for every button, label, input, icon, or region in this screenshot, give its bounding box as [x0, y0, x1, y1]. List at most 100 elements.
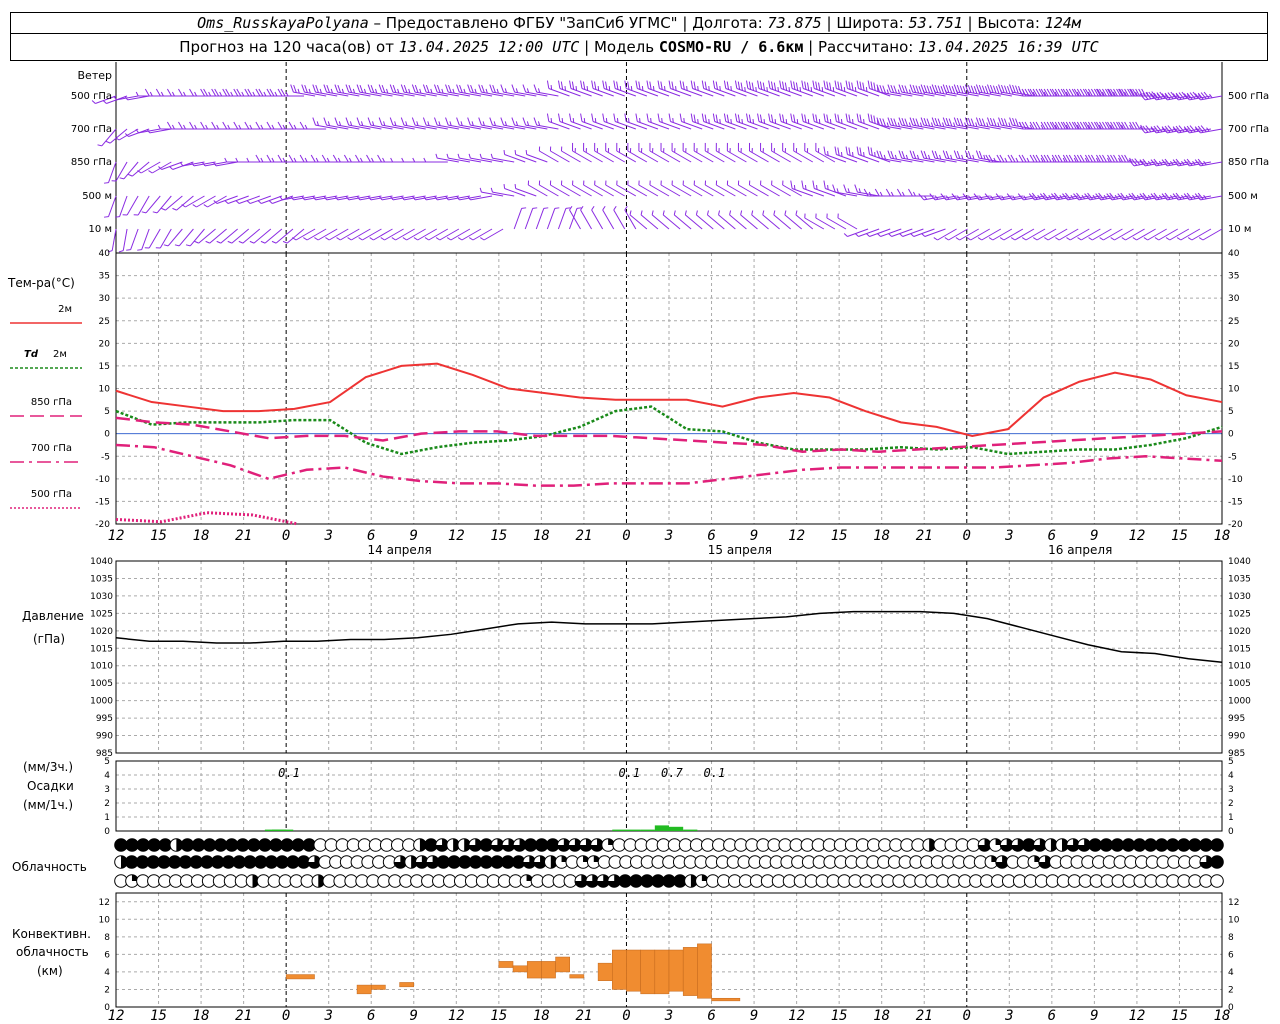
cloud-full	[1210, 855, 1224, 869]
barb-full	[1108, 88, 1113, 97]
wind-barb	[1039, 192, 1068, 201]
computed-value: 13.04.2025 16:39 UTC	[918, 38, 1099, 56]
barb-full	[978, 150, 983, 159]
barb-full	[1060, 88, 1066, 97]
barb-half	[293, 157, 297, 163]
barb-staff	[108, 195, 117, 217]
barb-full	[236, 88, 242, 97]
barb-full	[879, 150, 884, 159]
wind-barb	[489, 117, 515, 130]
pressure-unit: (гПа)	[33, 632, 65, 646]
barb-staff	[913, 228, 935, 237]
barb-staff	[1056, 195, 1079, 201]
barb-half	[235, 157, 239, 163]
barb-full	[920, 84, 925, 93]
conv-tick-right: 2	[1228, 985, 1234, 995]
cloud-cell	[167, 855, 182, 869]
barb-half	[899, 233, 904, 237]
barb-full	[312, 84, 317, 93]
barb-full	[422, 117, 427, 126]
wind-barb	[457, 228, 482, 241]
barb-half	[1198, 237, 1204, 241]
cloud-cell	[1066, 838, 1080, 852]
barb-staff	[524, 208, 534, 230]
barb-full	[1186, 92, 1193, 100]
barb-staff	[890, 124, 913, 130]
barb-full	[1102, 88, 1107, 97]
barb-full	[189, 121, 194, 130]
barb-half	[966, 237, 971, 241]
barb-staff	[760, 150, 780, 163]
wind-barb	[411, 117, 437, 130]
barb-half	[554, 207, 560, 209]
barb-staff	[1069, 228, 1090, 241]
barb-full	[898, 84, 903, 93]
barb-half	[695, 210, 698, 215]
wind-barb	[671, 180, 692, 197]
cloud-cell	[264, 855, 279, 869]
barb-half	[977, 237, 983, 241]
barb-full	[726, 142, 728, 152]
cloud-cell	[146, 855, 161, 869]
barb-staff	[1133, 161, 1156, 167]
cloud-cell	[1038, 855, 1052, 869]
wind-barb	[213, 195, 238, 204]
barb-half	[1124, 91, 1127, 97]
barb-half	[401, 157, 405, 163]
barb-staff	[847, 154, 869, 163]
wind-barb	[843, 184, 869, 197]
barb-half	[1088, 237, 1093, 241]
cloud-full	[1155, 838, 1168, 852]
barb-half	[103, 216, 109, 218]
barb-full	[1032, 88, 1038, 97]
barb-half	[352, 88, 356, 94]
wind-barb	[977, 228, 1002, 241]
barb-half	[737, 180, 740, 186]
cloud-fill	[252, 874, 259, 888]
barb-full	[848, 114, 851, 123]
wind-barb	[511, 84, 537, 97]
wind-barb	[624, 205, 637, 230]
barb-staff	[196, 195, 216, 208]
wind-barb	[1055, 228, 1079, 241]
barb-full	[934, 150, 939, 159]
wind-barb	[194, 228, 216, 244]
cloud-full	[1022, 838, 1036, 852]
wind-barb	[1183, 158, 1212, 167]
pres-tick-left: 990	[96, 732, 113, 742]
barb-full	[436, 84, 441, 93]
barb-staff	[890, 157, 913, 163]
cloud-cell	[1110, 838, 1125, 852]
barb-full	[981, 118, 986, 127]
barb-half	[1032, 91, 1036, 97]
barb-half	[997, 122, 1000, 127]
barb-full	[923, 84, 928, 93]
barb-full	[1090, 121, 1096, 130]
barb-staff	[924, 228, 946, 237]
barb-half	[613, 205, 617, 211]
barb-staff	[156, 195, 172, 214]
pres-tick-left: 1015	[90, 644, 113, 654]
barb-full	[837, 147, 840, 156]
cloud-fill	[1033, 838, 1047, 852]
barb-staff	[769, 88, 791, 97]
barb-full	[1054, 88, 1060, 97]
barb-full	[1131, 192, 1138, 200]
barb-staff	[613, 209, 626, 230]
barb-half	[1192, 160, 1196, 166]
wind-barb	[400, 117, 426, 130]
barb-full	[646, 113, 649, 122]
wind-barb	[1139, 158, 1167, 167]
barb-staff	[1189, 161, 1212, 167]
wind-barb	[832, 184, 858, 197]
barb-full	[859, 114, 862, 123]
wind-barb	[174, 228, 194, 247]
barb-staff	[879, 157, 902, 163]
barb-half	[260, 157, 264, 163]
barb-staff	[439, 228, 460, 241]
wind-barb	[422, 117, 448, 130]
cloud-fill	[308, 855, 321, 869]
temp-tick-right: 40	[1228, 249, 1240, 259]
barb-staff	[293, 91, 316, 97]
barb-full	[166, 88, 172, 97]
